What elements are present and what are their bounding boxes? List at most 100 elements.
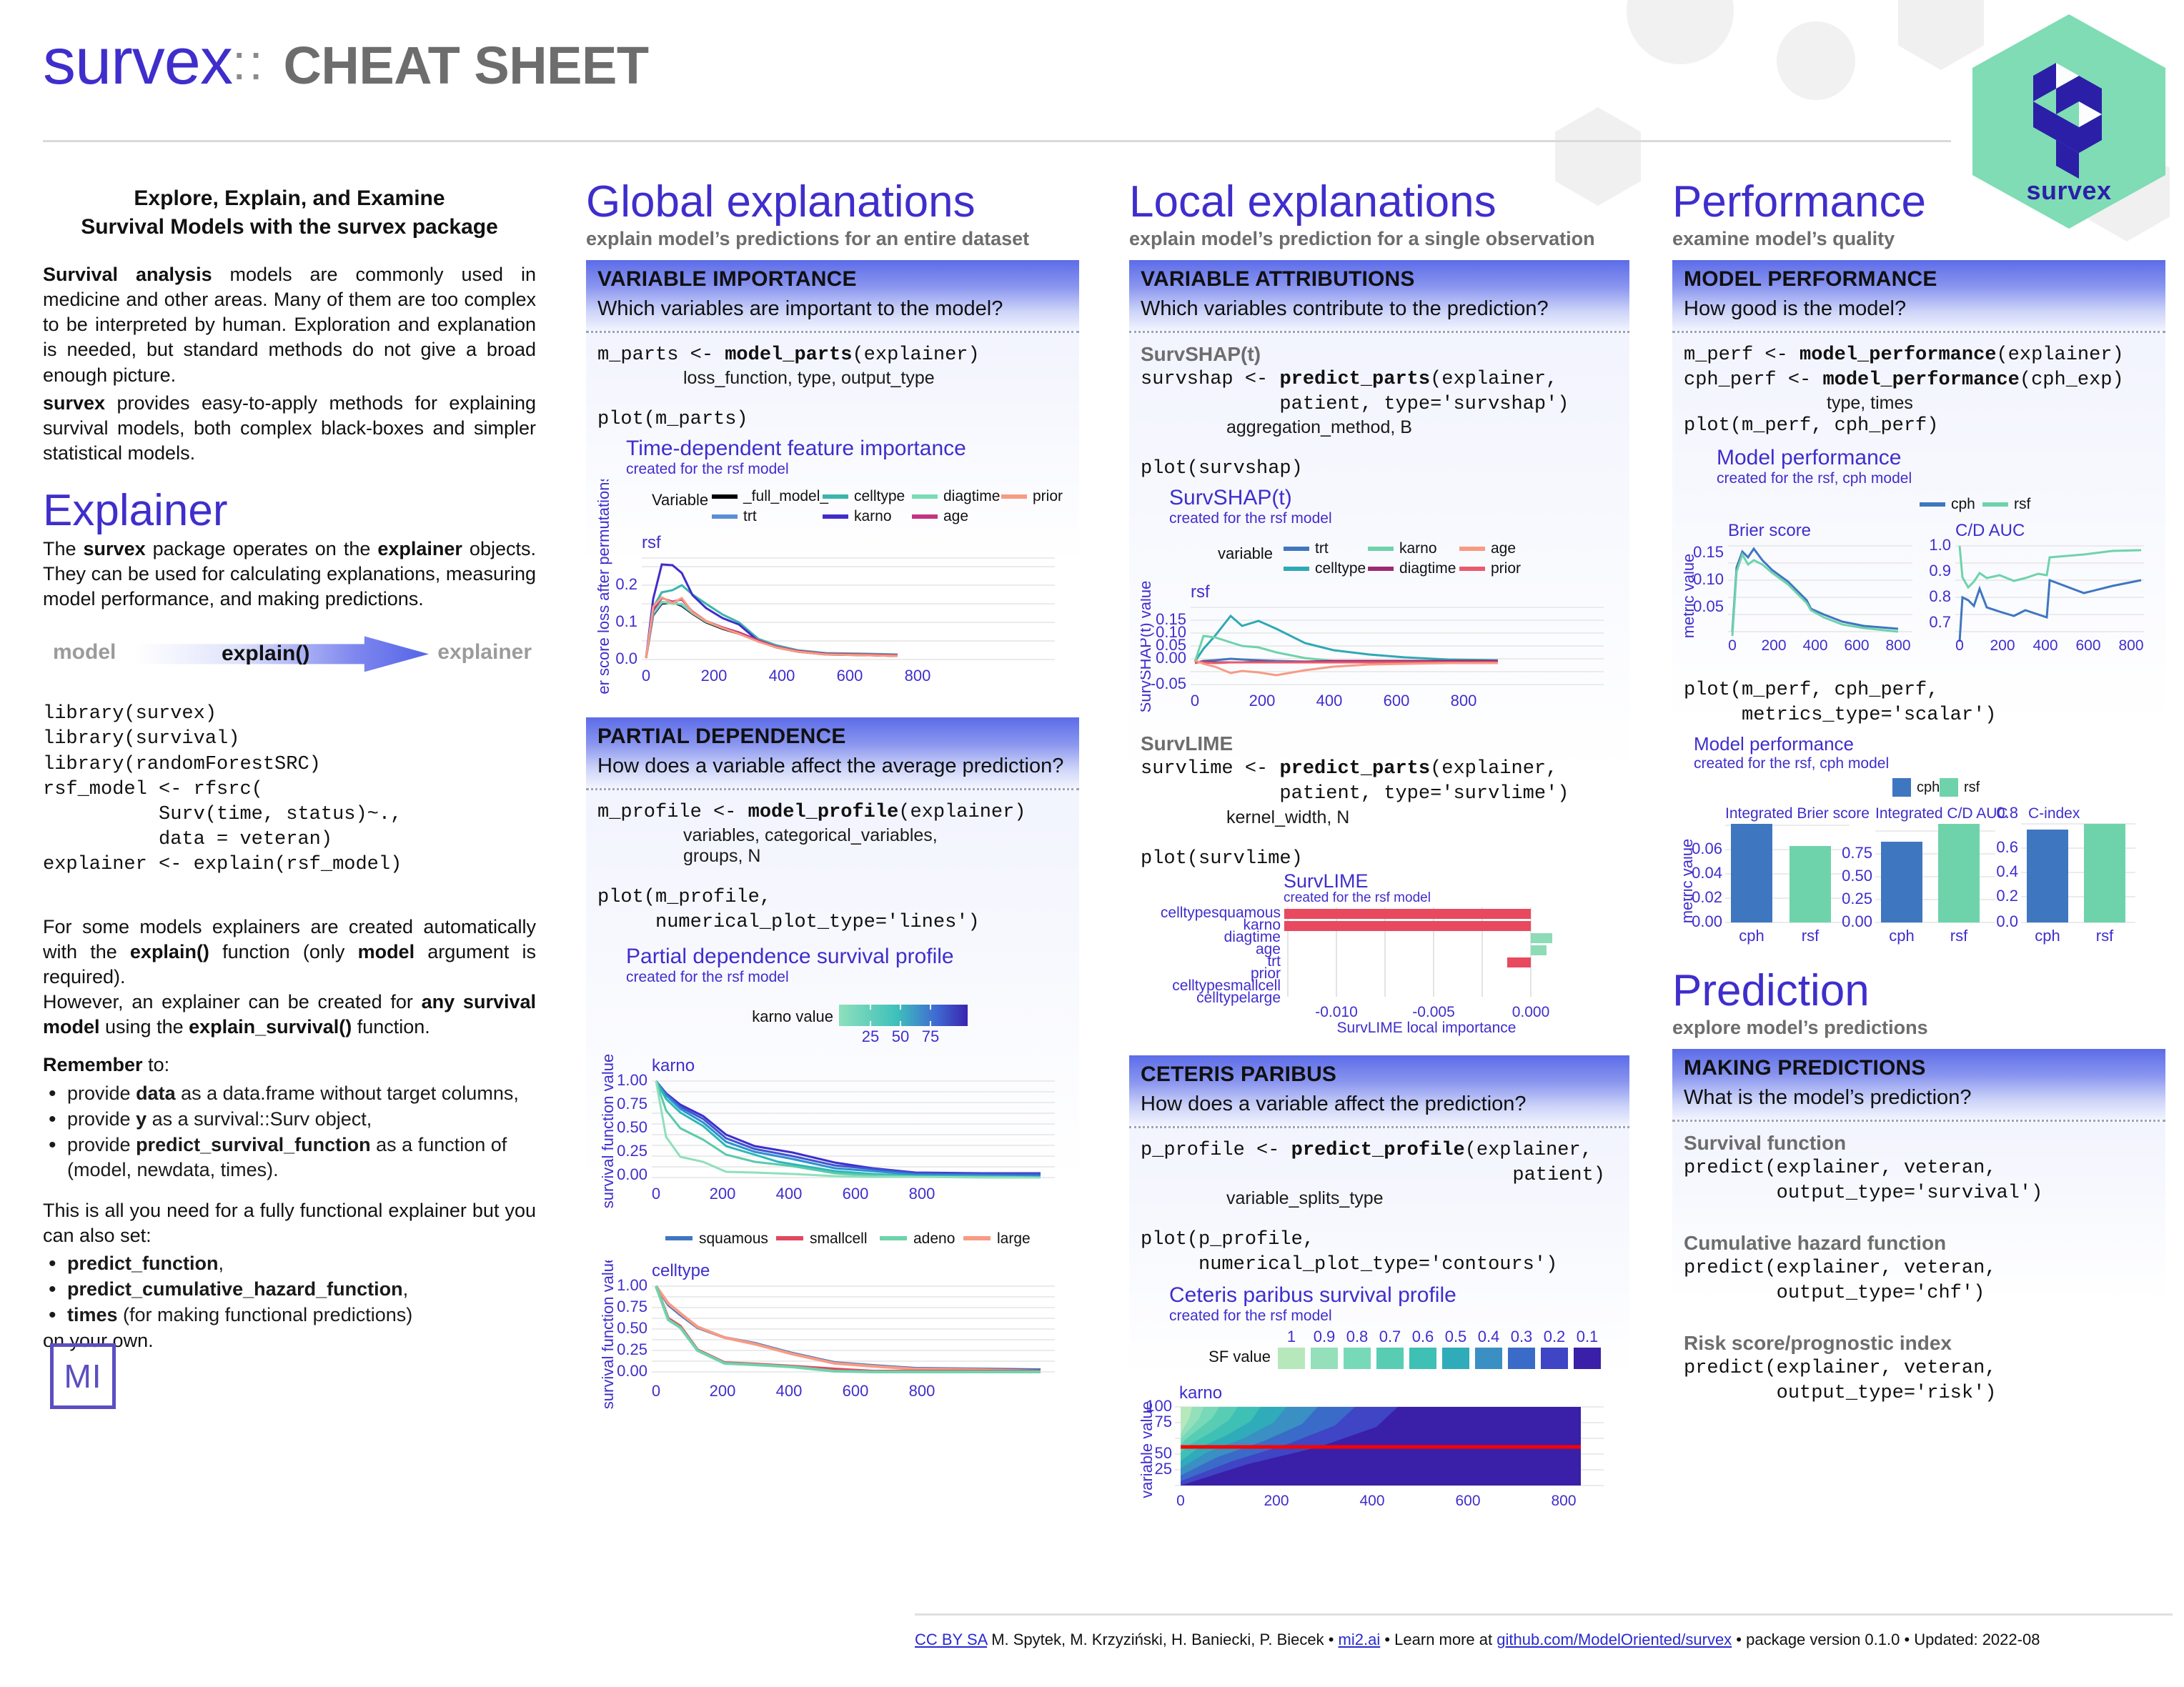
- chart-subtitle: created for the rsf model: [626, 461, 789, 478]
- svg-text:diagtime: diagtime: [1399, 560, 1456, 577]
- svg-text:prior: prior: [1033, 488, 1063, 504]
- svg-text:karno: karno: [1399, 540, 1437, 557]
- dotted-divider: [1672, 1119, 2165, 1122]
- svg-text:0.50: 0.50: [617, 1319, 647, 1337]
- bar-ibs-cph: [1731, 823, 1772, 922]
- svg-text:0.4: 0.4: [1996, 862, 2018, 880]
- svg-text:0.6: 0.6: [1996, 838, 2018, 856]
- svg-text:600: 600: [2075, 637, 2100, 654]
- svg-text:400: 400: [776, 1185, 803, 1203]
- subsection-risk: Risk score/prognostic index: [1684, 1332, 1952, 1355]
- panel-name-cindex: C-index: [2028, 805, 2080, 822]
- svg-text:0.50: 0.50: [1842, 867, 1872, 885]
- svg-text:200: 200: [710, 1185, 736, 1203]
- svg-text:age: age: [1491, 540, 1516, 557]
- tagline-line1: Explore, Explain, and Examine: [134, 186, 445, 210]
- svg-text:0.8: 0.8: [1996, 804, 2018, 822]
- svg-text:0.75: 0.75: [1842, 844, 1872, 862]
- colorbar-label-sf: SF value: [1208, 1348, 1271, 1365]
- also-set-list: predict_function, predict_cumulative_haz…: [43, 1250, 536, 1329]
- svg-text:0.8: 0.8: [1346, 1328, 1369, 1345]
- svg-text:600: 600: [837, 667, 863, 685]
- card-header: PARTIAL DEPENDENCE How does a variable a…: [586, 717, 1079, 789]
- license-link[interactable]: CC BY SA: [915, 1631, 988, 1648]
- code-model-parts: m_parts <- model_parts(explainer): [597, 344, 980, 367]
- svg-text:800: 800: [909, 1382, 935, 1400]
- code-predict-survival-2: output_type='survival'): [1684, 1182, 2043, 1204]
- svg-text:adeno: adeno: [913, 1230, 955, 1247]
- footer-learn: • Learn more at: [1380, 1631, 1497, 1648]
- bar-karno: [1284, 920, 1531, 931]
- panel-name-ibs: Integrated Brier score: [1725, 805, 1870, 822]
- svg-text:cph: cph: [1889, 927, 1914, 945]
- chart-xlabel-survlime: SurvLIME local importance: [1337, 1020, 1517, 1036]
- code-survlime-1: survlime <- predict_parts(explainer,: [1141, 758, 1558, 780]
- legend-title-variable: variable: [1218, 544, 1273, 562]
- chart-title-pdp: Partial dependence survival profile: [626, 944, 954, 968]
- svg-text:cph: cph: [1739, 927, 1764, 945]
- svg-text:cph: cph: [1951, 496, 1975, 512]
- tagline-line2: Survival Models with the survex package: [81, 214, 498, 239]
- svg-text:800: 800: [905, 667, 931, 685]
- code-plot-p-profile-1: plot(p_profile,: [1141, 1228, 1315, 1250]
- list-item: provide data as a data.frame without tar…: [43, 1080, 536, 1108]
- explain-flow-diagram: model explain() explainer: [43, 632, 536, 676]
- svg-text:800: 800: [1885, 637, 1910, 654]
- code-block-explainer: library(survex) library(survival) librar…: [43, 703, 402, 875]
- svg-text:1.0: 1.0: [1929, 536, 1951, 554]
- svg-text:0.25: 0.25: [617, 1142, 647, 1160]
- svg-text:50: 50: [892, 1027, 909, 1045]
- svg-text:diagtime: diagtime: [1224, 929, 1281, 945]
- intro-bold-survex: survex: [43, 392, 106, 414]
- section-title-prediction: Prediction: [1672, 965, 1870, 1015]
- svg-text:600: 600: [1844, 637, 1869, 654]
- svg-text:karno: karno: [854, 508, 892, 524]
- section-title-local: Local explanations: [1129, 177, 1496, 227]
- svg-text:0.06: 0.06: [1692, 840, 1722, 857]
- bar-iauc-cph: [1881, 841, 1922, 922]
- svg-text:-0.010: -0.010: [1315, 1004, 1358, 1020]
- footer: CC BY SA M. Spytek, M. Krzyziński, H. Ba…: [915, 1631, 2180, 1649]
- svg-text:diagtime: diagtime: [943, 488, 1000, 504]
- list-item: predict_cumulative_hazard_function,: [43, 1275, 536, 1303]
- chart-subtitle-survshap: created for the rsf model: [1169, 510, 1332, 527]
- card-partial-dependence: PARTIAL DEPENDENCE How does a variable a…: [586, 717, 1079, 1420]
- svg-text:200: 200: [710, 1382, 736, 1400]
- svg-text:0.00: 0.00: [617, 1165, 647, 1183]
- svg-text:rsf: rsf: [1802, 927, 1820, 945]
- svg-text:400: 400: [776, 1382, 803, 1400]
- code-plot-perf: plot(m_perf, cph_perf): [1684, 415, 1939, 437]
- svg-text:squamous: squamous: [699, 1230, 768, 1247]
- svg-text:0.8: 0.8: [1929, 587, 1951, 605]
- svg-text:0: 0: [652, 1185, 660, 1203]
- svg-text:prior: prior: [1251, 965, 1281, 982]
- remember-list: provide data as a data.frame without tar…: [43, 1080, 536, 1183]
- auto-explainer-paragraph: For some models explainers are created a…: [43, 915, 536, 1038]
- svg-text:-0.05: -0.05: [1151, 675, 1186, 692]
- card-question: Which variables are important to the mod…: [597, 297, 1003, 321]
- svg-text:0.2: 0.2: [1544, 1328, 1566, 1345]
- bar-cindex-rsf: [2084, 823, 2125, 922]
- mi2-link[interactable]: mi2.ai: [1338, 1631, 1381, 1648]
- code-cph-perf: cph_perf <- model_performance(cph_exp): [1684, 369, 2124, 392]
- svg-text:cph: cph: [1917, 780, 1940, 795]
- svg-text:_full_model_: _full_model_: [743, 488, 828, 504]
- card-header: MAKING PREDICTIONS What is the model’s p…: [1672, 1048, 2165, 1120]
- code-predict-chf-2: output_type='chf'): [1684, 1282, 1985, 1304]
- footer-divider: [915, 1613, 2173, 1616]
- code-plot-perf-scalar-1: plot(m_perf, cph_perf,: [1684, 680, 1939, 702]
- svg-text:prior: prior: [1491, 560, 1521, 577]
- svg-text:0.000: 0.000: [1512, 1004, 1550, 1020]
- svg-text:600: 600: [843, 1382, 869, 1400]
- card-body: m_profile <- model_profile(explainer) va…: [586, 790, 1079, 1420]
- svg-text:400: 400: [1359, 1493, 1384, 1509]
- svg-text:0.0: 0.0: [1996, 912, 2018, 930]
- code-plot-p-profile-2: numerical_plot_type='contours'): [1141, 1253, 1558, 1275]
- repo-link[interactable]: github.com/ModelOriented/survex: [1496, 1631, 1732, 1648]
- svg-text:rsf: rsf: [2096, 927, 2114, 945]
- code-plot-m-parts: plot(m_parts): [597, 409, 748, 431]
- svg-text:1: 1: [1287, 1328, 1296, 1345]
- svg-text:SurvSHAP(t) value: SurvSHAP(t) value: [1141, 581, 1154, 713]
- svg-text:0.04: 0.04: [1692, 864, 1722, 882]
- svg-text:smallcell: smallcell: [810, 1230, 868, 1247]
